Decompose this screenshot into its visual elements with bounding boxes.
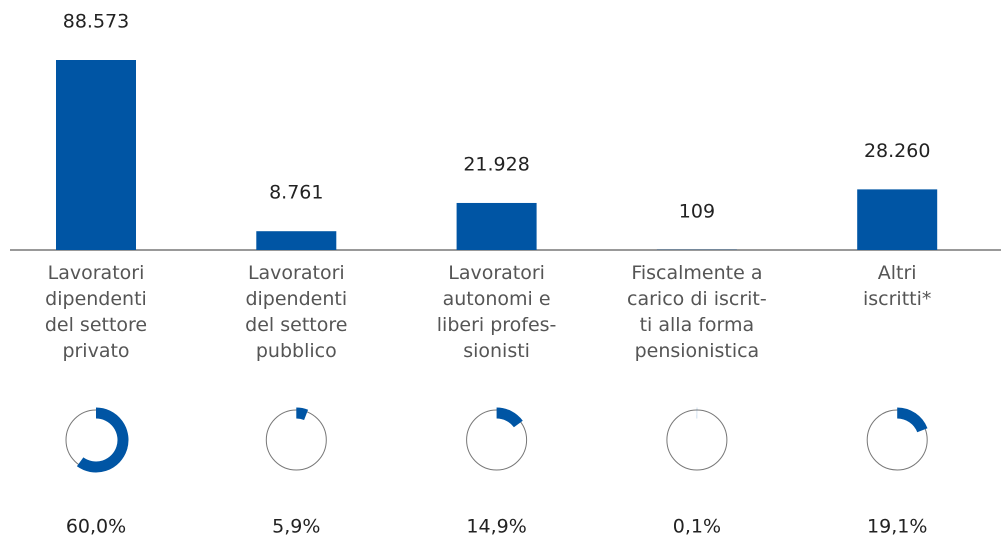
category-label: Altri iscritti*: [862, 262, 932, 310]
share-label: 5,9%: [272, 516, 320, 538]
value-label: 21.928: [463, 153, 529, 175]
category-label: Lavoratori dipendenti del settore pubbli…: [245, 262, 348, 362]
donut-ring: [265, 409, 327, 471]
bar: [56, 60, 136, 250]
category-label: Lavoratori dipendenti del settore privat…: [44, 262, 148, 362]
category-label: Fiscalmente a carico di iscrit- ti alla …: [627, 262, 767, 362]
bar: [256, 231, 337, 250]
value-label: 88.573: [63, 11, 129, 33]
value-label: 109: [679, 200, 715, 222]
bar: [857, 189, 938, 250]
bar: [456, 202, 537, 250]
value-label: 8.761: [269, 182, 323, 204]
share-label: 19,1%: [867, 516, 927, 538]
donut-ring: [666, 409, 728, 471]
donut-ring: [466, 409, 528, 471]
share-label: 60,0%: [66, 516, 126, 538]
donut-arc: [76, 407, 129, 473]
share-label: 14,9%: [466, 516, 526, 538]
share-label: 0,1%: [673, 516, 721, 538]
donut-arc: [496, 407, 523, 428]
value-label: 28.260: [864, 140, 930, 162]
category-label: Lavoratori autonomi e liberi profes- sio…: [436, 262, 557, 362]
donut-arc: [296, 407, 309, 421]
donut-arc: [896, 407, 928, 433]
